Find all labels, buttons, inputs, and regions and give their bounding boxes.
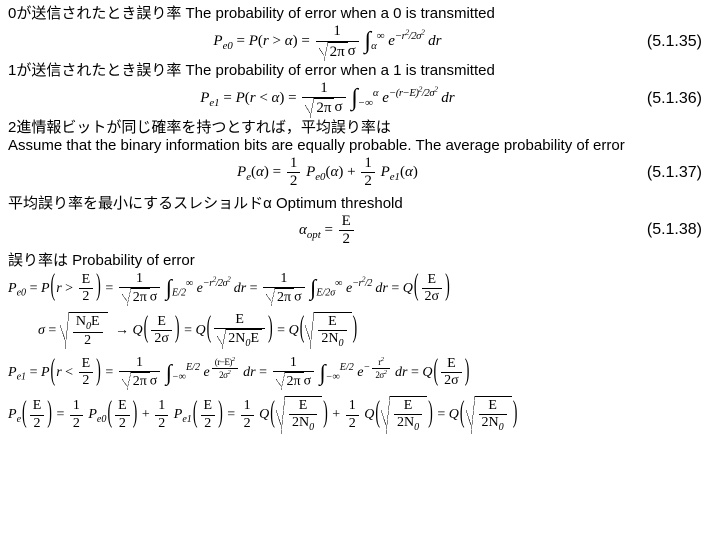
heading-opt: 平均誤り率を最小にするスレショルドα Optimum threshold (8, 195, 712, 212)
heading-avg-jp: 2進情報ビットが同じ確率を持つとすれば，平均誤り率は (8, 119, 712, 136)
heading-opt-jp: 平均誤り率を最小にするスレショルドα (8, 195, 276, 212)
equation-5-1-36: Pe1 = P(r < α) = 12πσ ∫−∞α e−(r−E)2/2σ2 … (8, 80, 712, 118)
heading-pe1: 1が送信されたとき誤り率 The probability of error wh… (8, 62, 712, 79)
formula-pe1-expanded: Pe1 = P(r < E2) = 12πσ ∫−∞E/2 e(r−E)22σ2… (8, 355, 712, 390)
formula-pe0: Pe0 = P(r > α) = 12πσ ∫α∞ e−r2/2σ2 dr (213, 33, 441, 49)
eqnum-37: (5.1.37) (647, 164, 712, 182)
heading-perr-jp: 誤り率は (8, 252, 72, 269)
eqnum-38: (5.1.38) (647, 221, 712, 239)
equation-5-1-38: αopt = E2 (5.1.38) (8, 213, 712, 249)
heading-pe0-en: The probability of error when a 0 is tra… (186, 5, 495, 22)
formula-alpha-opt: αopt = E2 (299, 222, 356, 238)
heading-perr-en: Probability of error (72, 252, 195, 269)
equation-5-1-35: Pe0 = P(r > α) = 12πσ ∫α∞ e−r2/2σ2 dr (5… (8, 23, 712, 61)
formula-avg: Pe(α) = 12 Pe0(α) + 12 Pe1(α) (237, 164, 418, 180)
formula-pe-final: Pe(E2) = 12 Pe0(E2) + 12 Pe1(E2) = 12 Q(… (8, 396, 712, 433)
heading-pe0-jp: 0が送信されたとき誤り率 (8, 5, 186, 22)
formula-sigma: σ = N0E2 → Q(E2σ) = Q(E2N0E) = Q(E2N0) (38, 312, 712, 349)
heading-perr: 誤り率は Probability of error (8, 252, 712, 269)
formula-pe1: Pe1 = P(r < α) = 12πσ ∫−∞α e−(r−E)2/2σ2 … (200, 90, 454, 106)
heading-pe0: 0が送信されたとき誤り率 The probability of error wh… (8, 5, 712, 22)
equation-5-1-37: Pe(α) = 12 Pe0(α) + 12 Pe1(α) (5.1.37) (8, 155, 712, 191)
eqnum-35: (5.1.35) (647, 33, 712, 51)
heading-pe1-jp: 1が送信されたとき誤り率 (8, 62, 186, 79)
formula-pe0-expanded: Pe0 = P(r > E2) = 12πσ ∫E/2∞ e−r2/2σ2 dr… (8, 271, 712, 306)
heading-avg-en: Assume that the binary information bits … (8, 137, 712, 154)
heading-opt-en: Optimum threshold (276, 195, 403, 212)
eqnum-36: (5.1.36) (647, 90, 712, 108)
heading-pe1-en: The probability of error when a 1 is tra… (186, 62, 495, 79)
